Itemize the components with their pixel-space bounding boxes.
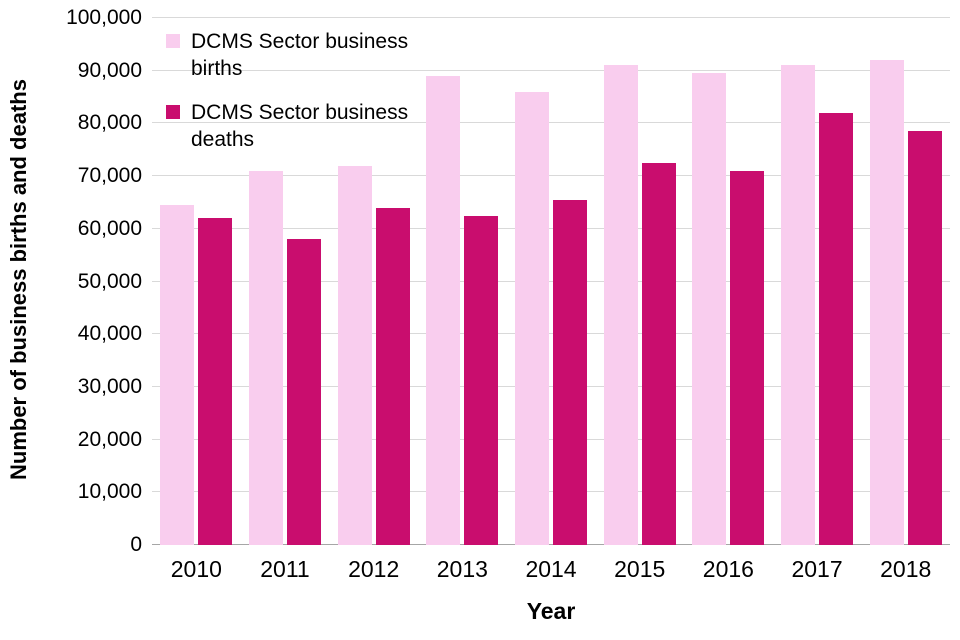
y-tick-label: 20,000 bbox=[77, 427, 142, 451]
gridline bbox=[152, 69, 950, 71]
y-tick-label: 100,000 bbox=[66, 6, 142, 29]
y-tick-label: 50,000 bbox=[77, 269, 142, 293]
births-bar bbox=[426, 75, 461, 545]
bar-group bbox=[595, 18, 684, 545]
gridline bbox=[152, 17, 950, 18]
deaths-bar bbox=[819, 112, 854, 545]
y-tick-label: 0 bbox=[130, 533, 142, 556]
births-bar bbox=[692, 73, 727, 545]
y-tick-label: 10,000 bbox=[77, 480, 142, 504]
legend-item: DCMS Sector business deaths bbox=[166, 99, 416, 154]
deaths-bar bbox=[730, 170, 765, 545]
deaths-bar bbox=[464, 215, 499, 545]
y-axis-tick-labels: 0 10,000 20,000 30,000 40,000 50,000 60,000 70,… bbox=[0, 6, 142, 556]
bar-group bbox=[861, 18, 950, 545]
gridline bbox=[152, 333, 950, 335]
bar-group bbox=[507, 18, 596, 545]
x-axis-line bbox=[152, 544, 950, 545]
gridline bbox=[152, 227, 950, 229]
x-tick-label: 2013 bbox=[436, 556, 488, 582]
x-tick-label: 2012 bbox=[348, 556, 400, 582]
bar-group bbox=[241, 18, 330, 545]
legend: DCMS Sector business births DCMS Sector b… bbox=[166, 28, 416, 153]
x-tick-label: 2017 bbox=[791, 556, 843, 582]
gridline bbox=[152, 385, 950, 387]
births-bar bbox=[869, 60, 904, 545]
y-tick-label: 30,000 bbox=[77, 374, 142, 398]
gridline bbox=[152, 122, 950, 124]
legend-swatch bbox=[166, 104, 180, 119]
gridline bbox=[152, 280, 950, 282]
legend-label: DCMS Sector business deaths bbox=[191, 100, 409, 151]
deaths-bar bbox=[553, 199, 588, 545]
births-bar bbox=[160, 205, 195, 545]
y-tick-label: 90,000 bbox=[77, 58, 142, 82]
gridline bbox=[152, 438, 950, 440]
legend-swatch bbox=[166, 34, 180, 48]
bar-group bbox=[418, 18, 507, 545]
x-tick-label: 2018 bbox=[880, 556, 932, 582]
y-tick-label: 80,000 bbox=[77, 111, 142, 135]
y-tick-label: 60,000 bbox=[77, 216, 142, 240]
y-tick-label: 70,000 bbox=[77, 164, 142, 188]
births-bar bbox=[337, 165, 372, 545]
deaths-bar bbox=[287, 239, 321, 545]
plot-area: DCMS Sector business births DCMS Sector b… bbox=[152, 17, 950, 545]
bar-group bbox=[152, 18, 241, 545]
bar-group bbox=[773, 18, 862, 545]
gridline bbox=[152, 175, 950, 177]
x-axis-title: Year bbox=[526, 598, 576, 624]
gridlines bbox=[152, 17, 950, 545]
births-bar bbox=[603, 65, 638, 545]
deaths-bar bbox=[907, 131, 942, 545]
births-bar bbox=[515, 91, 550, 545]
deaths-bar bbox=[641, 162, 676, 545]
legend-item: DCMS Sector business births bbox=[166, 28, 416, 83]
y-tick-label: 40,000 bbox=[77, 322, 142, 346]
births-bar bbox=[249, 170, 283, 545]
legend-label: DCMS Sector business births bbox=[191, 30, 409, 81]
bar-groups bbox=[152, 18, 950, 545]
deaths-bar bbox=[375, 207, 410, 545]
births-bar bbox=[781, 65, 816, 545]
deaths-bar bbox=[198, 218, 233, 545]
bar-group bbox=[684, 18, 773, 545]
x-tick-label: 2014 bbox=[525, 556, 577, 582]
gridline bbox=[152, 491, 950, 493]
x-axis-tick-labels: 2010 2011 2012 2013 2014 2015 2016 2017 2018 bbox=[152, 556, 950, 583]
x-tick-label: 2016 bbox=[702, 556, 754, 582]
x-tick-label: 2015 bbox=[614, 556, 666, 582]
x-tick-label: 2010 bbox=[170, 556, 222, 582]
x-tick-label: 2011 bbox=[260, 556, 310, 582]
bar-group bbox=[329, 18, 418, 545]
